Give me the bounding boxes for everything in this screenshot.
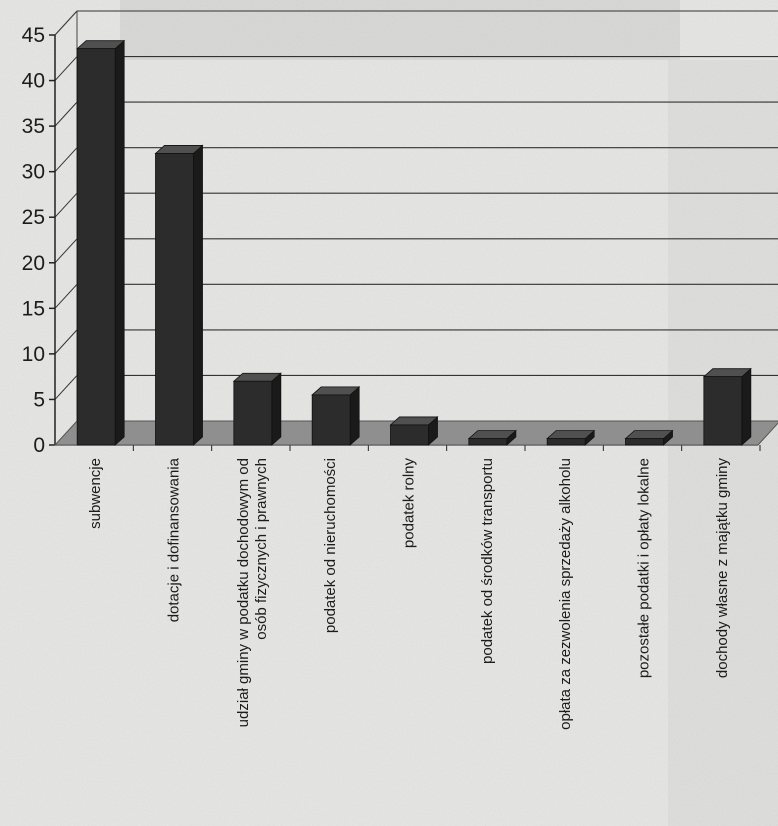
bar-top (546, 430, 596, 440)
bar (154, 144, 204, 446)
y-tick-label: 45 (22, 24, 45, 47)
bar-top (624, 430, 674, 440)
bar (232, 372, 282, 446)
bar-top (311, 386, 361, 396)
x-tick-labels: subwencje dotacje i dofinansowania udział … (87, 457, 731, 729)
x-tick-label-line: dochody własne z majątku gminy (714, 458, 731, 679)
bar (702, 367, 752, 446)
bar-side (349, 385, 360, 446)
bar-front (703, 376, 743, 446)
x-tick-label: podatek od środków transportu (479, 458, 496, 664)
bar-side (193, 144, 203, 446)
bar (624, 429, 674, 446)
gridline-depth (54, 375, 78, 400)
x-tick-label-line: podatek rolny (401, 458, 418, 549)
bar-top (232, 372, 282, 382)
bar-front (546, 438, 586, 446)
x-tick-label: dotacje i dofinansowania (166, 457, 183, 622)
y-tick-label: 10 (22, 343, 45, 366)
bar-top (702, 368, 752, 378)
y-tick-label: 5 (33, 388, 45, 411)
bar (467, 429, 517, 446)
x-tick-label: subwencje (87, 458, 104, 529)
x-tick-label: pozostałe podatki i opłaty lokalne (636, 458, 653, 678)
x-tick-label: podatek od nieruchomości (322, 458, 339, 633)
bar-front (468, 438, 508, 446)
x-tick-label: dochody własne z majątku gminy (714, 458, 731, 679)
top-depth-edge (54, 10, 78, 36)
bar-front (76, 48, 116, 446)
bar-side (114, 39, 125, 446)
bar (311, 385, 361, 446)
y-tick-label: 15 (22, 297, 45, 320)
x-tick-label: udział gminy w podatku dochodowym odosób… (235, 458, 270, 727)
y-tick-label: 20 (22, 252, 45, 275)
y-tick-label: 35 (22, 115, 45, 138)
y-tick-label: 40 (22, 70, 45, 93)
x-tick-label-line: opłata za zezwolenia sprzedaży alkoholu (557, 458, 574, 730)
gridline-depth (54, 147, 78, 173)
x-tick-label-line: pozostałe podatki i opłaty lokalne (636, 458, 653, 678)
x-tick-label-line: osób fizycznych i prawnych (253, 458, 270, 640)
x-tick-label-line: podatek od środków transportu (479, 458, 496, 664)
bar-front (155, 153, 194, 446)
bar-top (467, 430, 517, 440)
x-tick-label-line: udział gminy w podatku dochodowym od (235, 458, 252, 727)
y-tick-label: 25 (22, 206, 45, 229)
gridline-depth (54, 329, 78, 355)
bar-top (76, 40, 126, 50)
bar-front (390, 424, 429, 446)
bar (389, 416, 439, 446)
y-tick-label: 30 (22, 161, 45, 184)
gridline-depth (54, 283, 78, 309)
gridline-depth (54, 238, 78, 264)
bar-front (625, 438, 664, 446)
gridline-depth (54, 192, 78, 218)
bar-side (741, 367, 752, 446)
y-tick-label: 0 (33, 434, 45, 457)
gridline-depth (54, 101, 78, 127)
bar-side (271, 372, 282, 446)
bars (76, 39, 752, 446)
y-tick-labels: 0 5 10 15 20 25 30 35 40 45 (22, 24, 45, 457)
x-tick-label-line: podatek od nieruchomości (322, 458, 339, 633)
x-tick-label: opłata za zezwolenia sprzedaży alkoholu (557, 458, 574, 730)
bar-top (154, 145, 204, 154)
bar-front (233, 380, 273, 446)
x-tick-label-line: subwencje (87, 458, 104, 529)
bar (546, 429, 596, 446)
x-tick-label-line: dotacje i dofinansowania (166, 457, 183, 622)
x-tick-label: podatek rolny (401, 458, 418, 549)
bar-top (389, 416, 439, 426)
gridline-depth (54, 56, 78, 81)
bar-front (311, 394, 351, 446)
bar (76, 39, 126, 446)
